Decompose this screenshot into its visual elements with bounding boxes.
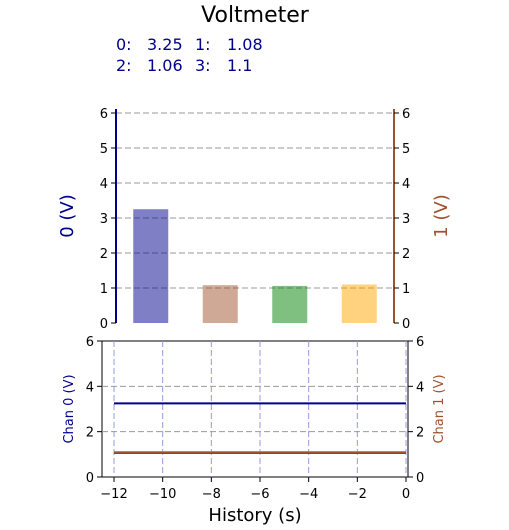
bar-left-tick-label: 6 bbox=[100, 107, 108, 122]
history-left-tick-label: 4 bbox=[86, 380, 94, 395]
bar-2 bbox=[272, 285, 308, 323]
history-x-tick-label: −10 bbox=[149, 487, 176, 502]
bar-chart-bars bbox=[133, 209, 377, 323]
history-left-tick-label: 2 bbox=[86, 426, 94, 441]
bar-left-tick-label: 0 bbox=[100, 317, 108, 332]
readout-channel-1: 1: bbox=[195, 35, 211, 54]
bar-left-tick-label: 1 bbox=[100, 282, 108, 297]
readout-value-1: 1.08 bbox=[227, 35, 263, 54]
chart-title: Voltmeter bbox=[201, 3, 310, 28]
history-left-tick-label: 0 bbox=[86, 471, 94, 486]
readout-channel-0: 0: bbox=[116, 35, 132, 54]
history-right-tick-label: 4 bbox=[416, 380, 424, 395]
bar-left-ylabel: 0 (V) bbox=[57, 194, 78, 238]
bar-right-tick-label: 0 bbox=[402, 317, 410, 332]
history-lines bbox=[114, 402, 406, 454]
bar-left-tick-label: 4 bbox=[100, 177, 108, 192]
history-right-tick-label: 0 bbox=[416, 471, 424, 486]
history-right-ylabel: Chan 1 (V) bbox=[432, 374, 447, 443]
bar-left-tick-label: 3 bbox=[100, 212, 108, 227]
bar-left-tick-label: 5 bbox=[100, 142, 108, 157]
history-right-tick-label: 6 bbox=[416, 335, 424, 350]
history-left-tick-label: 6 bbox=[86, 335, 94, 350]
history-left-ylabel: Chan 0 (V) bbox=[62, 374, 77, 443]
bar-left-tick-label: 2 bbox=[100, 247, 108, 262]
bar-right-tick-label: 2 bbox=[402, 247, 410, 262]
readout-channel-3: 3: bbox=[195, 56, 211, 75]
bar-chart-ticks: 0 0 1 1 2 2 3 3 4 4 5 5 6 6 bbox=[100, 107, 411, 332]
history-x-tick-label: −2 bbox=[348, 487, 367, 502]
bar-0 bbox=[133, 209, 169, 323]
readout-value-2: 1.06 bbox=[147, 56, 183, 75]
readout-channel-2: 2: bbox=[116, 56, 132, 75]
bar-right-tick-label: 3 bbox=[402, 212, 410, 227]
history-right-tick-label: 2 bbox=[416, 426, 424, 441]
bar-1 bbox=[202, 285, 238, 323]
history-grid bbox=[102, 341, 408, 477]
history-x-tick-label: −6 bbox=[250, 487, 269, 502]
bar-right-tick-label: 4 bbox=[402, 177, 410, 192]
history-ticks: −12 −10 −8 −6 −4 −2 00 02 24 46 6 bbox=[86, 335, 425, 502]
bar-3 bbox=[341, 284, 377, 323]
bar-right-tick-label: 5 bbox=[402, 142, 410, 157]
bar-right-tick-label: 1 bbox=[402, 282, 410, 297]
history-x-tick-label: −8 bbox=[202, 487, 221, 502]
readout-value-3: 1.1 bbox=[227, 56, 252, 75]
history-x-tick-label: −12 bbox=[100, 487, 127, 502]
history-x-tick-label: 0 bbox=[402, 487, 410, 502]
readout: 0: 3.25 1: 1.08 2: 1.06 3: 1.1 bbox=[116, 35, 263, 75]
bar-right-tick-label: 6 bbox=[402, 107, 410, 122]
history-xlabel: History (s) bbox=[208, 505, 301, 526]
history-plot-frame bbox=[101, 340, 409, 478]
bar-right-ylabel: 1 (V) bbox=[431, 194, 452, 238]
readout-value-0: 3.25 bbox=[147, 35, 183, 54]
history-x-tick-label: −4 bbox=[299, 487, 318, 502]
